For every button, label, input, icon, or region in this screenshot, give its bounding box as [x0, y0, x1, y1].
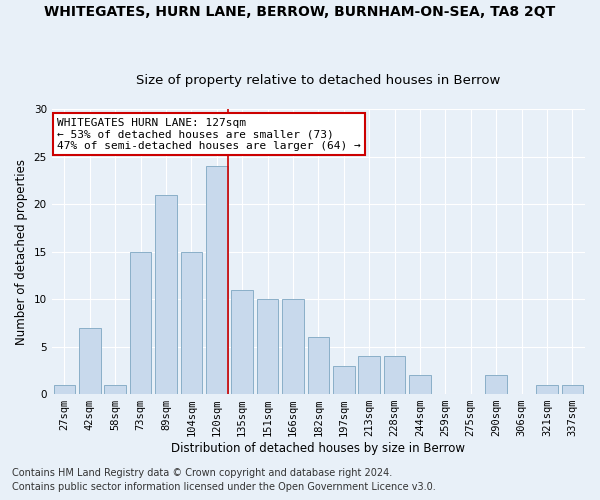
Text: Contains HM Land Registry data © Crown copyright and database right 2024.
Contai: Contains HM Land Registry data © Crown c…: [12, 468, 436, 492]
Bar: [232, 290, 253, 394]
Bar: [257, 299, 278, 394]
Title: Size of property relative to detached houses in Berrow: Size of property relative to detached ho…: [136, 74, 500, 87]
Bar: [206, 166, 227, 394]
Bar: [409, 375, 431, 394]
Text: WHITEGATES, HURN LANE, BERROW, BURNHAM-ON-SEA, TA8 2QT: WHITEGATES, HURN LANE, BERROW, BURNHAM-O…: [44, 5, 556, 19]
Bar: [485, 375, 507, 394]
X-axis label: Distribution of detached houses by size in Berrow: Distribution of detached houses by size …: [172, 442, 466, 455]
Bar: [358, 356, 380, 394]
Bar: [79, 328, 101, 394]
Bar: [562, 384, 583, 394]
Bar: [53, 384, 75, 394]
Bar: [333, 366, 355, 394]
Bar: [181, 252, 202, 394]
Y-axis label: Number of detached properties: Number of detached properties: [15, 158, 28, 344]
Bar: [130, 252, 151, 394]
Bar: [104, 384, 126, 394]
Bar: [536, 384, 557, 394]
Bar: [308, 337, 329, 394]
Bar: [155, 194, 177, 394]
Bar: [282, 299, 304, 394]
Text: WHITEGATES HURN LANE: 127sqm
← 53% of detached houses are smaller (73)
47% of se: WHITEGATES HURN LANE: 127sqm ← 53% of de…: [57, 118, 361, 151]
Bar: [384, 356, 406, 394]
